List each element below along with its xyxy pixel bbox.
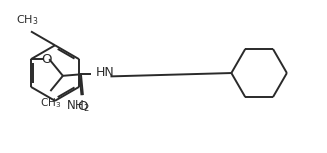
Text: O: O [77,100,88,113]
Text: CH$_3$: CH$_3$ [16,14,38,27]
Text: NH$_2$: NH$_2$ [66,99,90,114]
Text: HN: HN [95,66,114,79]
Text: CH$_3$: CH$_3$ [40,96,61,110]
Text: O: O [41,53,51,66]
